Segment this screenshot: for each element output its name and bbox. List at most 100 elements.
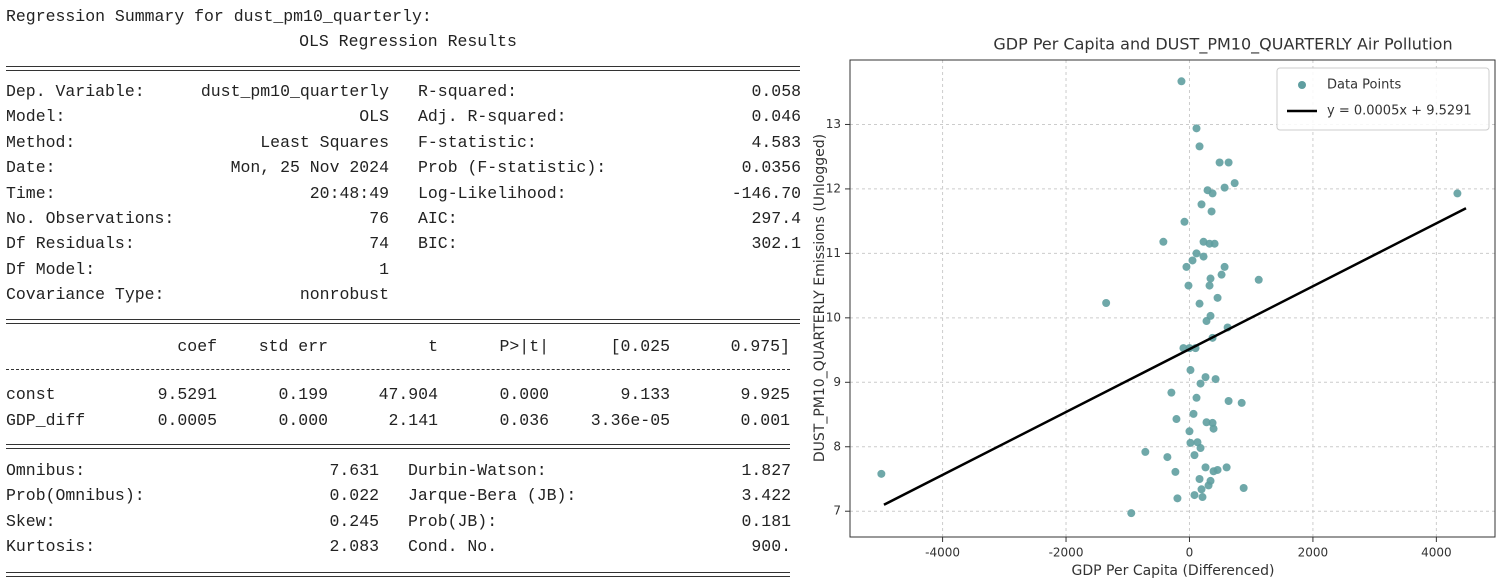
stat-label: Log-Likelihood: xyxy=(418,183,567,203)
stat-value: 4.583 xyxy=(751,132,801,152)
coef-value: 0.000 xyxy=(499,385,549,404)
stat-label: Omnibus: xyxy=(6,461,86,480)
data-point xyxy=(1196,444,1205,453)
separator xyxy=(6,319,800,324)
stat-label: Skew: xyxy=(6,511,56,531)
stat-label: Method: xyxy=(6,132,76,152)
data-point xyxy=(1210,239,1219,248)
stat-label: AIC: xyxy=(418,209,458,228)
y-tick-label: 10 xyxy=(826,310,841,324)
data-point xyxy=(1202,317,1211,326)
data-point xyxy=(1224,396,1233,405)
stat-value: 302.1 xyxy=(751,234,801,254)
x-tick-label: 2000 xyxy=(1298,546,1329,560)
separator xyxy=(6,572,790,577)
data-point xyxy=(1220,262,1229,271)
data-point xyxy=(1207,207,1216,216)
stat-value: 297.4 xyxy=(751,209,801,228)
stat-label: Durbin-Watson: xyxy=(408,461,547,480)
data-point xyxy=(1222,463,1231,472)
data-point xyxy=(1199,252,1208,261)
data-point xyxy=(1192,249,1201,258)
x-axis-label: GDP Per Capita (Differenced) xyxy=(1072,563,1275,579)
data-point xyxy=(1186,438,1195,447)
stat-value: 0.058 xyxy=(751,82,801,101)
coef-value: 0.199 xyxy=(278,385,328,404)
data-point xyxy=(1186,366,1195,375)
x-tick-label: 0 xyxy=(1186,546,1194,560)
coef-value: 9.5291 xyxy=(157,385,217,404)
stat-value: 7.631 xyxy=(329,461,379,480)
stat-label: Time: xyxy=(6,183,56,203)
stat-label: R-squared: xyxy=(418,82,518,101)
stat-label: Date: xyxy=(6,158,56,178)
plot-frame xyxy=(849,59,1496,538)
separator xyxy=(6,369,790,370)
stat-value: 1 xyxy=(379,259,389,279)
stat-label: Jarque-Bera (JB): xyxy=(408,486,577,506)
data-point xyxy=(1237,398,1246,407)
stat-label: No. Observations: xyxy=(6,209,175,228)
stat-value: 2.083 xyxy=(329,537,379,557)
data-point xyxy=(1180,217,1189,226)
data-point xyxy=(1192,124,1201,133)
stat-value: OLS xyxy=(359,107,389,127)
y-tick-label: 8 xyxy=(833,439,841,453)
legend-label: y = 0.0005x + 9.5291 xyxy=(1327,104,1472,119)
data-point xyxy=(1220,183,1229,192)
column-header: std err xyxy=(258,337,328,356)
data-point xyxy=(1206,476,1215,485)
data-point xyxy=(1182,262,1191,271)
data-point xyxy=(1189,409,1198,418)
data-point xyxy=(1254,275,1263,284)
coef-value: 0.001 xyxy=(740,411,790,430)
data-point xyxy=(1171,467,1180,476)
y-tick-label: 12 xyxy=(826,181,841,195)
stat-label: Df Model: xyxy=(6,259,96,279)
stat-value: Mon, 25 Nov 2024 xyxy=(230,158,389,178)
stat-value: 1.827 xyxy=(741,461,791,480)
stat-value: 0.0356 xyxy=(741,158,801,178)
stat-label: Prob(JB): xyxy=(408,511,498,531)
legend-swatch xyxy=(1298,81,1306,89)
data-point xyxy=(1205,281,1214,290)
data-point xyxy=(1172,415,1181,424)
data-point xyxy=(1197,200,1206,209)
data-point xyxy=(1173,494,1182,503)
regression-line xyxy=(883,207,1467,506)
data-point xyxy=(1198,493,1207,502)
data-point xyxy=(1190,451,1199,460)
data-point xyxy=(1206,274,1215,283)
stat-label: Dep. Variable: xyxy=(6,82,145,101)
stat-value: 0.022 xyxy=(329,486,379,506)
data-point xyxy=(1208,189,1217,198)
column-header: t xyxy=(428,337,438,356)
data-point xyxy=(1141,447,1150,456)
x-tick-label: -4000 xyxy=(925,546,960,560)
y-tick-label: 13 xyxy=(826,117,841,131)
y-axis-label: DUST_PM10_QUARTERLY Emissions (Unlogged) xyxy=(812,134,828,462)
stat-value: 900. xyxy=(751,537,791,557)
stat-value: 0.181 xyxy=(741,511,791,531)
data-point xyxy=(1453,189,1462,198)
stat-label: Model: xyxy=(6,107,66,127)
column-header: P>|t| xyxy=(499,337,549,356)
stat-label: Cond. No. xyxy=(408,537,498,557)
data-point xyxy=(1185,427,1194,436)
data-point xyxy=(1202,418,1211,427)
coef-value: 2.141 xyxy=(388,411,438,430)
y-tick-label: 7 xyxy=(833,504,841,518)
stat-value: 74 xyxy=(369,234,389,254)
data-point xyxy=(1230,179,1239,188)
data-point xyxy=(1201,373,1210,382)
data-point xyxy=(1177,77,1186,86)
summary-heading: Regression Summary for dust_pm10_quarter… xyxy=(6,7,432,26)
coef-value: 0.000 xyxy=(278,411,328,430)
data-point xyxy=(1195,474,1204,483)
y-tick-label: 11 xyxy=(826,246,841,260)
data-point xyxy=(1211,375,1220,384)
x-tick-label: -2000 xyxy=(1049,546,1084,560)
data-point xyxy=(1159,237,1168,246)
column-header: 0.975] xyxy=(730,337,790,356)
